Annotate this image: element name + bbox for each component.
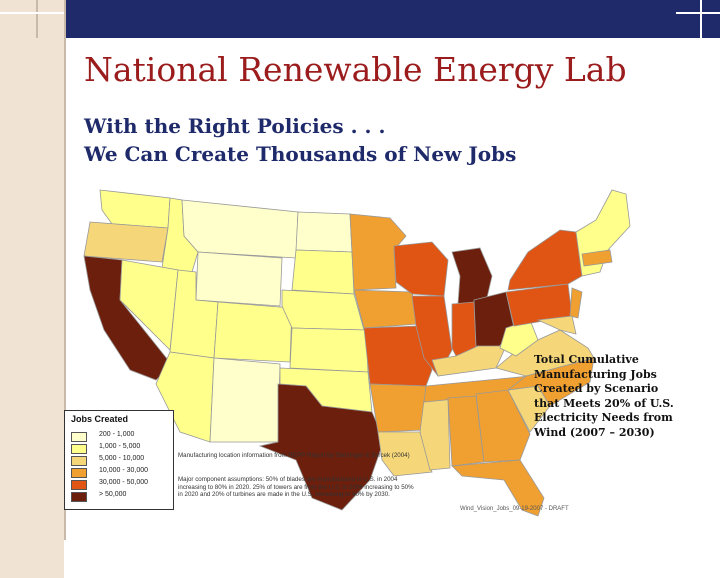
slide-subtitle: With the Right Policies . . . We Can Cre… [84,112,516,168]
slide-title: National Renewable Energy Lab [84,50,627,89]
draft-stamp: Wind_Vision_Jobs_09-19-2007 - DRAFT [460,506,569,512]
state-michigan [451,247,493,305]
us-jobs-map [83,189,631,517]
state-south-dakota [291,249,355,295]
state-indiana [451,301,477,357]
state-oregon [83,221,169,263]
state-colorado [213,301,293,363]
top-banner [0,0,720,38]
left-decorative-band [0,38,64,578]
state-north-dakota [295,211,353,253]
source-note: Manufacturing location information from … [178,452,410,459]
state-new-mexico [209,357,281,443]
state-iowa [353,289,419,329]
assumption-note: Major component assumptions: 50% of blad… [178,476,414,499]
state-washington [99,189,171,229]
legend-label: 30,000 - 50,000 [99,479,149,486]
legend-swatch [71,444,87,454]
state-new-york [507,229,583,291]
legend-label: > 50,000 [99,491,127,498]
map-legend: Jobs Created 200 - 1,000 1,000 - 5,000 5… [64,410,174,510]
legend-swatch [71,456,87,466]
state-new-jersey [569,287,583,319]
state-maryland [536,315,577,335]
left-band-divider [64,0,66,540]
legend-label: 5,000 - 10,000 [99,455,145,462]
state-arizona [155,351,215,443]
top-banner-squares [0,0,720,38]
state-wyoming [195,251,283,307]
state-texas [258,383,385,511]
state-massachusetts [581,249,613,267]
subtitle-line-2: We Can Create Thousands of New Jobs [84,142,517,166]
state-louisiana [377,431,433,477]
legend-label: 1,000 - 5,000 [99,443,141,450]
legend-title: Jobs Created [71,414,129,424]
map-caption: Total Cumulative Manufacturing Jobs Crea… [534,353,674,439]
state-florida [451,459,545,517]
legend-label: 10,000 - 30,000 [99,467,149,474]
state-georgia [475,389,531,463]
state-montana [181,199,299,259]
state-wisconsin [393,241,449,297]
legend-swatch [71,432,87,442]
legend-swatch [71,480,87,490]
legend-label: 200 - 1,000 [99,431,135,438]
state-missouri [363,325,433,387]
state-arkansas [369,383,427,433]
subtitle-line-1: With the Right Policies . . . [84,114,386,138]
legend-swatch [71,492,87,502]
state-kansas [289,327,369,373]
legend-swatch [71,468,87,478]
state-nebraska [281,289,365,331]
